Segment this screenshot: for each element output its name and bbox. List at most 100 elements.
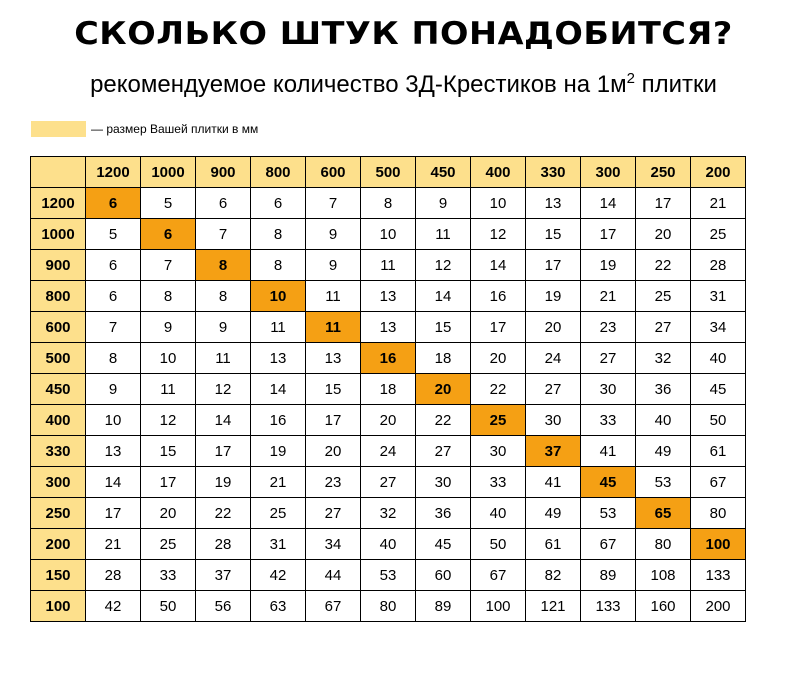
table-cell: 11 [250, 311, 306, 343]
table-cell: 9 [85, 373, 141, 405]
table-row: 600 7 9 9 11 11 13 15 17 20 23 27 34 [30, 311, 746, 343]
table-cell: 25 [690, 218, 746, 250]
table-cell: 14 [250, 373, 306, 405]
table-cell: 19 [250, 435, 306, 467]
table-cell: 36 [415, 497, 471, 529]
column-header: 200 [690, 156, 746, 188]
table-cell: 8 [250, 218, 306, 250]
row-header: 330 [30, 435, 86, 467]
table-cell: 80 [690, 497, 746, 529]
table-cell: 17 [580, 218, 636, 250]
table-cell: 56 [195, 590, 251, 622]
table-cell: 40 [470, 497, 526, 529]
table-cell: 8 [250, 249, 306, 281]
table-cell: 9 [140, 311, 196, 343]
table-cell: 49 [635, 435, 691, 467]
row-header: 150 [30, 559, 86, 591]
table-cell: 7 [85, 311, 141, 343]
table-cell: 13 [250, 342, 306, 374]
table-cell: 31 [690, 280, 746, 312]
table-cell: 67 [690, 466, 746, 498]
table-cell: 30 [470, 435, 526, 467]
subtitle-suffix: плитки [634, 71, 717, 98]
table-cell: 53 [580, 497, 636, 529]
table-cell: 53 [635, 466, 691, 498]
table-row: 200 21 25 28 31 34 40 45 50 61 67 80 100 [30, 528, 746, 560]
table-row: 100 42 50 56 63 67 80 89 100 121 133 160 200 [30, 590, 746, 622]
table-cell: 33 [580, 404, 636, 436]
table-cell: 8 [85, 342, 141, 374]
table-cell: 8 [360, 187, 416, 219]
table-cell: 28 [195, 528, 251, 560]
table-cell: 16 [250, 404, 306, 436]
page-title: СКОЛЬКО ШТУК ПОНАДОБИТСЯ? [74, 16, 733, 52]
quantity-table: 1200 1000 900 800 600 500 450 400 330 300 250 200 12… [30, 156, 746, 622]
table-cell: 18 [360, 373, 416, 405]
table-cell: 21 [690, 187, 746, 219]
table-cell: 6 [250, 187, 306, 219]
quantity-table-body: 1200 1000 900 800 600 500 450 400 330 300 250 200 12… [30, 156, 746, 622]
table-cell: 11 [415, 218, 471, 250]
table-cell: 15 [305, 373, 361, 405]
table-cell: 13 [305, 342, 361, 374]
table-cell: 16 [470, 280, 526, 312]
table-header-row: 1200 1000 900 800 600 500 450 400 330 300 250 200 [30, 156, 746, 188]
table-cell: 42 [85, 590, 141, 622]
subtitle-superscript: 2 [626, 70, 635, 87]
table-cell-highlighted: 11 [305, 311, 361, 343]
table-cell: 37 [195, 559, 251, 591]
table-cell: 11 [195, 342, 251, 374]
column-header: 300 [580, 156, 636, 188]
table-cell: 34 [690, 311, 746, 343]
table-cell: 22 [415, 404, 471, 436]
table-cell: 67 [470, 559, 526, 591]
table-cell: 25 [635, 280, 691, 312]
table-cell: 80 [360, 590, 416, 622]
column-header: 450 [415, 156, 471, 188]
table-cell-highlighted: 25 [470, 404, 526, 436]
table-cell: 22 [635, 249, 691, 281]
table-cell: 40 [360, 528, 416, 560]
table-cell: 23 [580, 311, 636, 343]
column-header: 600 [305, 156, 361, 188]
table-cell-highlighted: 8 [195, 249, 251, 281]
table-cell: 19 [580, 249, 636, 281]
table-cell: 44 [305, 559, 361, 591]
table-row: 450 9 11 12 14 15 18 20 22 27 30 36 45 [30, 373, 746, 405]
table-cell: 82 [525, 559, 581, 591]
table-cell: 27 [635, 311, 691, 343]
table-cell: 21 [85, 528, 141, 560]
table-cell: 32 [360, 497, 416, 529]
table-cell: 14 [580, 187, 636, 219]
table-cell: 45 [415, 528, 471, 560]
row-header: 450 [30, 373, 86, 405]
table-cell-highlighted: 45 [580, 466, 636, 498]
table-cell: 22 [470, 373, 526, 405]
table-cell: 9 [305, 249, 361, 281]
table-cell: 36 [635, 373, 691, 405]
row-header: 200 [30, 528, 86, 560]
table-cell: 13 [85, 435, 141, 467]
table-cell: 9 [195, 311, 251, 343]
table-cell-highlighted: 16 [360, 342, 416, 374]
row-header: 250 [30, 497, 86, 529]
table-cell: 24 [360, 435, 416, 467]
table-cell: 13 [525, 187, 581, 219]
table-cell-highlighted: 37 [525, 435, 581, 467]
table-cell: 100 [470, 590, 526, 622]
table-cell: 21 [250, 466, 306, 498]
row-header: 500 [30, 342, 86, 374]
table-cell: 12 [140, 404, 196, 436]
table-cell: 27 [415, 435, 471, 467]
table-cell: 23 [305, 466, 361, 498]
table-cell: 8 [140, 280, 196, 312]
column-header: 250 [635, 156, 691, 188]
table-cell: 25 [140, 528, 196, 560]
table-cell: 17 [140, 466, 196, 498]
table-cell: 20 [470, 342, 526, 374]
subtitle-text: рекомендуемое количество 3Д-Крестиков на… [90, 71, 627, 98]
table-cell: 17 [195, 435, 251, 467]
table-cell: 60 [415, 559, 471, 591]
table-cell: 7 [305, 187, 361, 219]
table-cell: 12 [195, 373, 251, 405]
